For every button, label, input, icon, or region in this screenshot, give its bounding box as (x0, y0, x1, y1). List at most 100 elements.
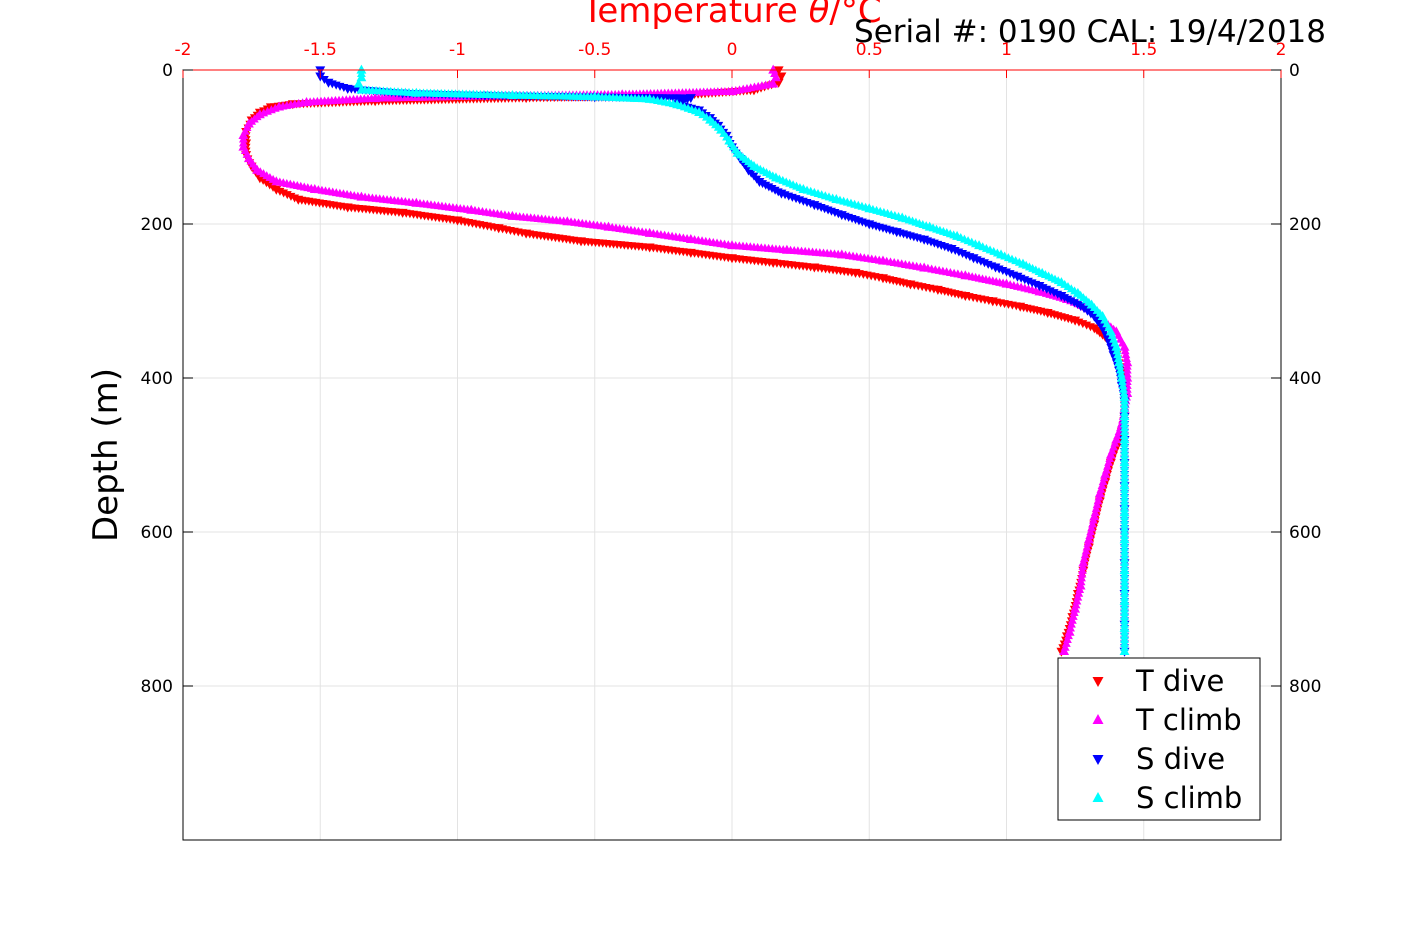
chart-title: Serial #: 0190 CAL: 19/4/2018 (854, 14, 1326, 50)
y-axis-label: Depth (m) (86, 368, 126, 542)
legend-item: S dive (1092, 742, 1225, 776)
x-tick-label: 1 (1001, 40, 1012, 60)
y-tick-label-left: 200 (141, 215, 173, 235)
profile-marker (1120, 346, 1130, 355)
profile-marker (1093, 496, 1103, 505)
profile-marker (1077, 569, 1087, 578)
profile-marker (1119, 388, 1129, 397)
y-tick-label-right: 600 (1289, 523, 1321, 543)
legend-item: T dive (1092, 664, 1224, 698)
series-s-climb (353, 64, 1130, 655)
profile-marker (1076, 577, 1086, 586)
y-tick-label-right: 400 (1289, 369, 1321, 389)
profile-marker (1113, 350, 1123, 359)
profile-marker (1067, 619, 1076, 628)
legend-item: T climb (1092, 703, 1242, 737)
x-tick-label: 2 (1276, 40, 1287, 60)
x-tick-label: -2 (175, 40, 192, 60)
data-point (776, 72, 787, 82)
profile-marker (1116, 365, 1125, 374)
x-tick-label: -1.5 (304, 40, 337, 60)
profile-marker (1089, 515, 1098, 524)
profile-marker (1067, 615, 1077, 624)
legend-box (1057, 657, 1261, 821)
data-point (1075, 580, 1086, 590)
legend-label: S dive (1136, 742, 1225, 776)
profile-marker (1078, 565, 1087, 574)
series-t-dive (241, 66, 1130, 657)
legend-marker (1092, 755, 1104, 765)
profile-marker (1118, 380, 1128, 389)
x-tick-label: 0 (727, 40, 738, 60)
data-point (1064, 626, 1075, 636)
legend-marker (1092, 714, 1104, 724)
series-t-climb (238, 64, 1133, 655)
legend-marker (1092, 677, 1104, 687)
profile-marker (1091, 504, 1101, 513)
profile-marker (1075, 584, 1085, 593)
profile-marker (1119, 384, 1128, 393)
y-tick-label-left: 0 (162, 61, 173, 81)
series-layer (238, 64, 1133, 657)
series-s-dive (315, 66, 1130, 657)
x-axis-label: Temperature θ/°C (581, 0, 881, 31)
data-point (1100, 468, 1111, 478)
legend-marker (1092, 792, 1104, 802)
y-tick-label-left: 800 (141, 677, 173, 697)
profile-marker (1122, 353, 1131, 362)
data-point (1070, 603, 1081, 613)
data-point (1059, 645, 1070, 655)
grid (183, 70, 1281, 840)
data-point (1078, 557, 1089, 567)
profile-marker (1088, 519, 1097, 528)
top-axis-ticks: -2 -1.5 -1 -0.5 0 0.5 1 1.5 2 (175, 40, 1287, 78)
profile-marker (1081, 546, 1091, 555)
data-point (1116, 372, 1127, 382)
x-tick-label: 0.5 (856, 40, 883, 60)
profile-marker (1080, 550, 1090, 559)
x-tick-label: 1.5 (1130, 40, 1157, 60)
data-point (1111, 341, 1122, 351)
data-point (1105, 449, 1116, 459)
data-point (1119, 645, 1130, 655)
legend-label: S climb (1136, 781, 1242, 815)
y-tick-label-right: 800 (1289, 677, 1321, 697)
profile-marker (1068, 611, 1078, 620)
data-point (1119, 341, 1130, 351)
profile-marker (1116, 369, 1126, 378)
legend: T dive T climb S dive S climb (1057, 657, 1261, 821)
profile-marker (1074, 588, 1084, 597)
profile-marker (1078, 561, 1088, 570)
data-point (1094, 488, 1105, 498)
legend-label: T climb (1135, 703, 1242, 737)
data-point (773, 66, 784, 76)
x-tick-label: -0.5 (578, 40, 611, 60)
data-point (1114, 357, 1124, 367)
data-point (1083, 534, 1094, 544)
y-tick-label-left: 400 (141, 369, 173, 389)
profile-marker (1094, 492, 1104, 501)
profile-marker (1073, 592, 1083, 601)
profile-marker (1072, 596, 1082, 605)
profile-marker (1082, 542, 1092, 551)
legend-item: S climb (1092, 781, 1242, 815)
profile-marker (1115, 361, 1125, 370)
profile-marker (1121, 350, 1131, 359)
profile-marker (1083, 538, 1093, 547)
x-tick-label: -1 (449, 40, 466, 60)
y-tick-label-left: 600 (141, 523, 173, 543)
profile-marker (1077, 573, 1086, 582)
profile-marker (1087, 523, 1096, 532)
profile-marker (1092, 500, 1102, 509)
profile-marker (1112, 346, 1122, 355)
right-axis-ticks: 0 200 400 600 800 (1271, 61, 1321, 697)
legend-label: T dive (1135, 664, 1224, 698)
profile-marker (1069, 608, 1079, 617)
profile-marker (1117, 377, 1127, 386)
data-point (1089, 511, 1100, 521)
profile-marker (1113, 353, 1123, 362)
y-tick-label-right: 0 (1289, 61, 1300, 81)
y-tick-label-right: 200 (1289, 215, 1321, 235)
left-axis-ticks: 0 200 400 600 800 (141, 61, 193, 697)
